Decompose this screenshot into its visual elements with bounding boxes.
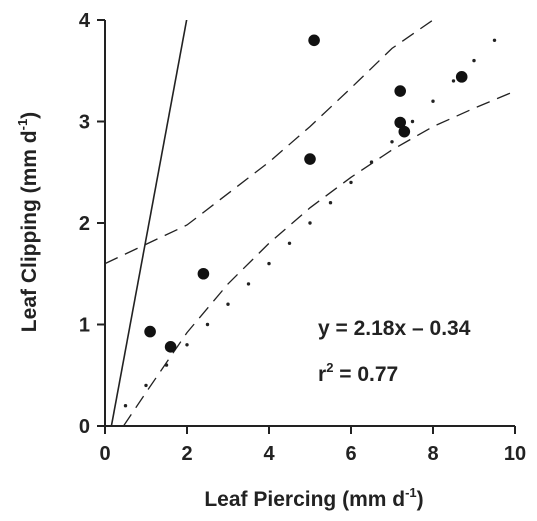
dotted-line-point [451, 79, 456, 83]
dotted-line-point [390, 140, 394, 144]
x-tick-label: 8 [427, 443, 438, 465]
dotted-line-point [123, 404, 128, 408]
x-tick-label: 10 [504, 443, 526, 465]
data-point [164, 341, 177, 353]
data-point [304, 153, 316, 165]
axis-ticks: 0 2 4 6 8 10 0 1 2 3 4 [79, 10, 526, 465]
dotted-line-point [308, 221, 312, 225]
x-tick-label: 4 [263, 443, 275, 465]
dotted-line-point [226, 302, 230, 306]
data-point [394, 85, 407, 97]
x-axis-title: Leaf Piercing (mm d-1) [204, 485, 423, 511]
regression-line [110, 20, 188, 426]
y-tick-label: 4 [79, 10, 91, 32]
dotted-line-point [205, 322, 210, 327]
clipped-series [105, 20, 515, 426]
y-axis-title: Leaf Clipping (mm d-1) [15, 112, 41, 332]
dotted-line-point [267, 261, 271, 266]
dotted-line-point [287, 241, 292, 245]
dotted-line-point [164, 363, 169, 367]
regression-equation: y = 2.18x – 0.34 [318, 317, 471, 340]
data-point [394, 116, 407, 129]
x-tick-label: 0 [99, 443, 110, 465]
data-point [455, 71, 468, 83]
upper-confidence-curve [105, 20, 434, 265]
data-point [308, 34, 320, 47]
y-tick-label: 0 [79, 416, 90, 438]
chart-marks [105, 20, 515, 426]
dotted-line-point [144, 383, 148, 388]
data-point [197, 267, 210, 280]
r-squared-label: r2 = 0.77 [318, 360, 398, 386]
dotted-line-point [410, 119, 415, 124]
dotted-line-point [246, 282, 251, 286]
y-tick-label: 1 [79, 315, 90, 337]
dotted-line-point [328, 201, 333, 205]
dotted-line-point [349, 180, 353, 185]
x-tick-label: 6 [345, 443, 356, 465]
dotted-line-point [185, 343, 189, 347]
dotted-line-point [369, 160, 374, 164]
data-point [398, 125, 411, 138]
dotted-line-point [492, 38, 497, 42]
lower-confidence-curve [122, 90, 515, 426]
data-point [144, 325, 156, 338]
dotted-line-point [431, 99, 435, 103]
dotted-line-point [472, 58, 476, 63]
x-tick-label: 2 [181, 443, 192, 465]
y-tick-label: 2 [79, 213, 90, 235]
y-tick-label: 3 [79, 112, 90, 134]
